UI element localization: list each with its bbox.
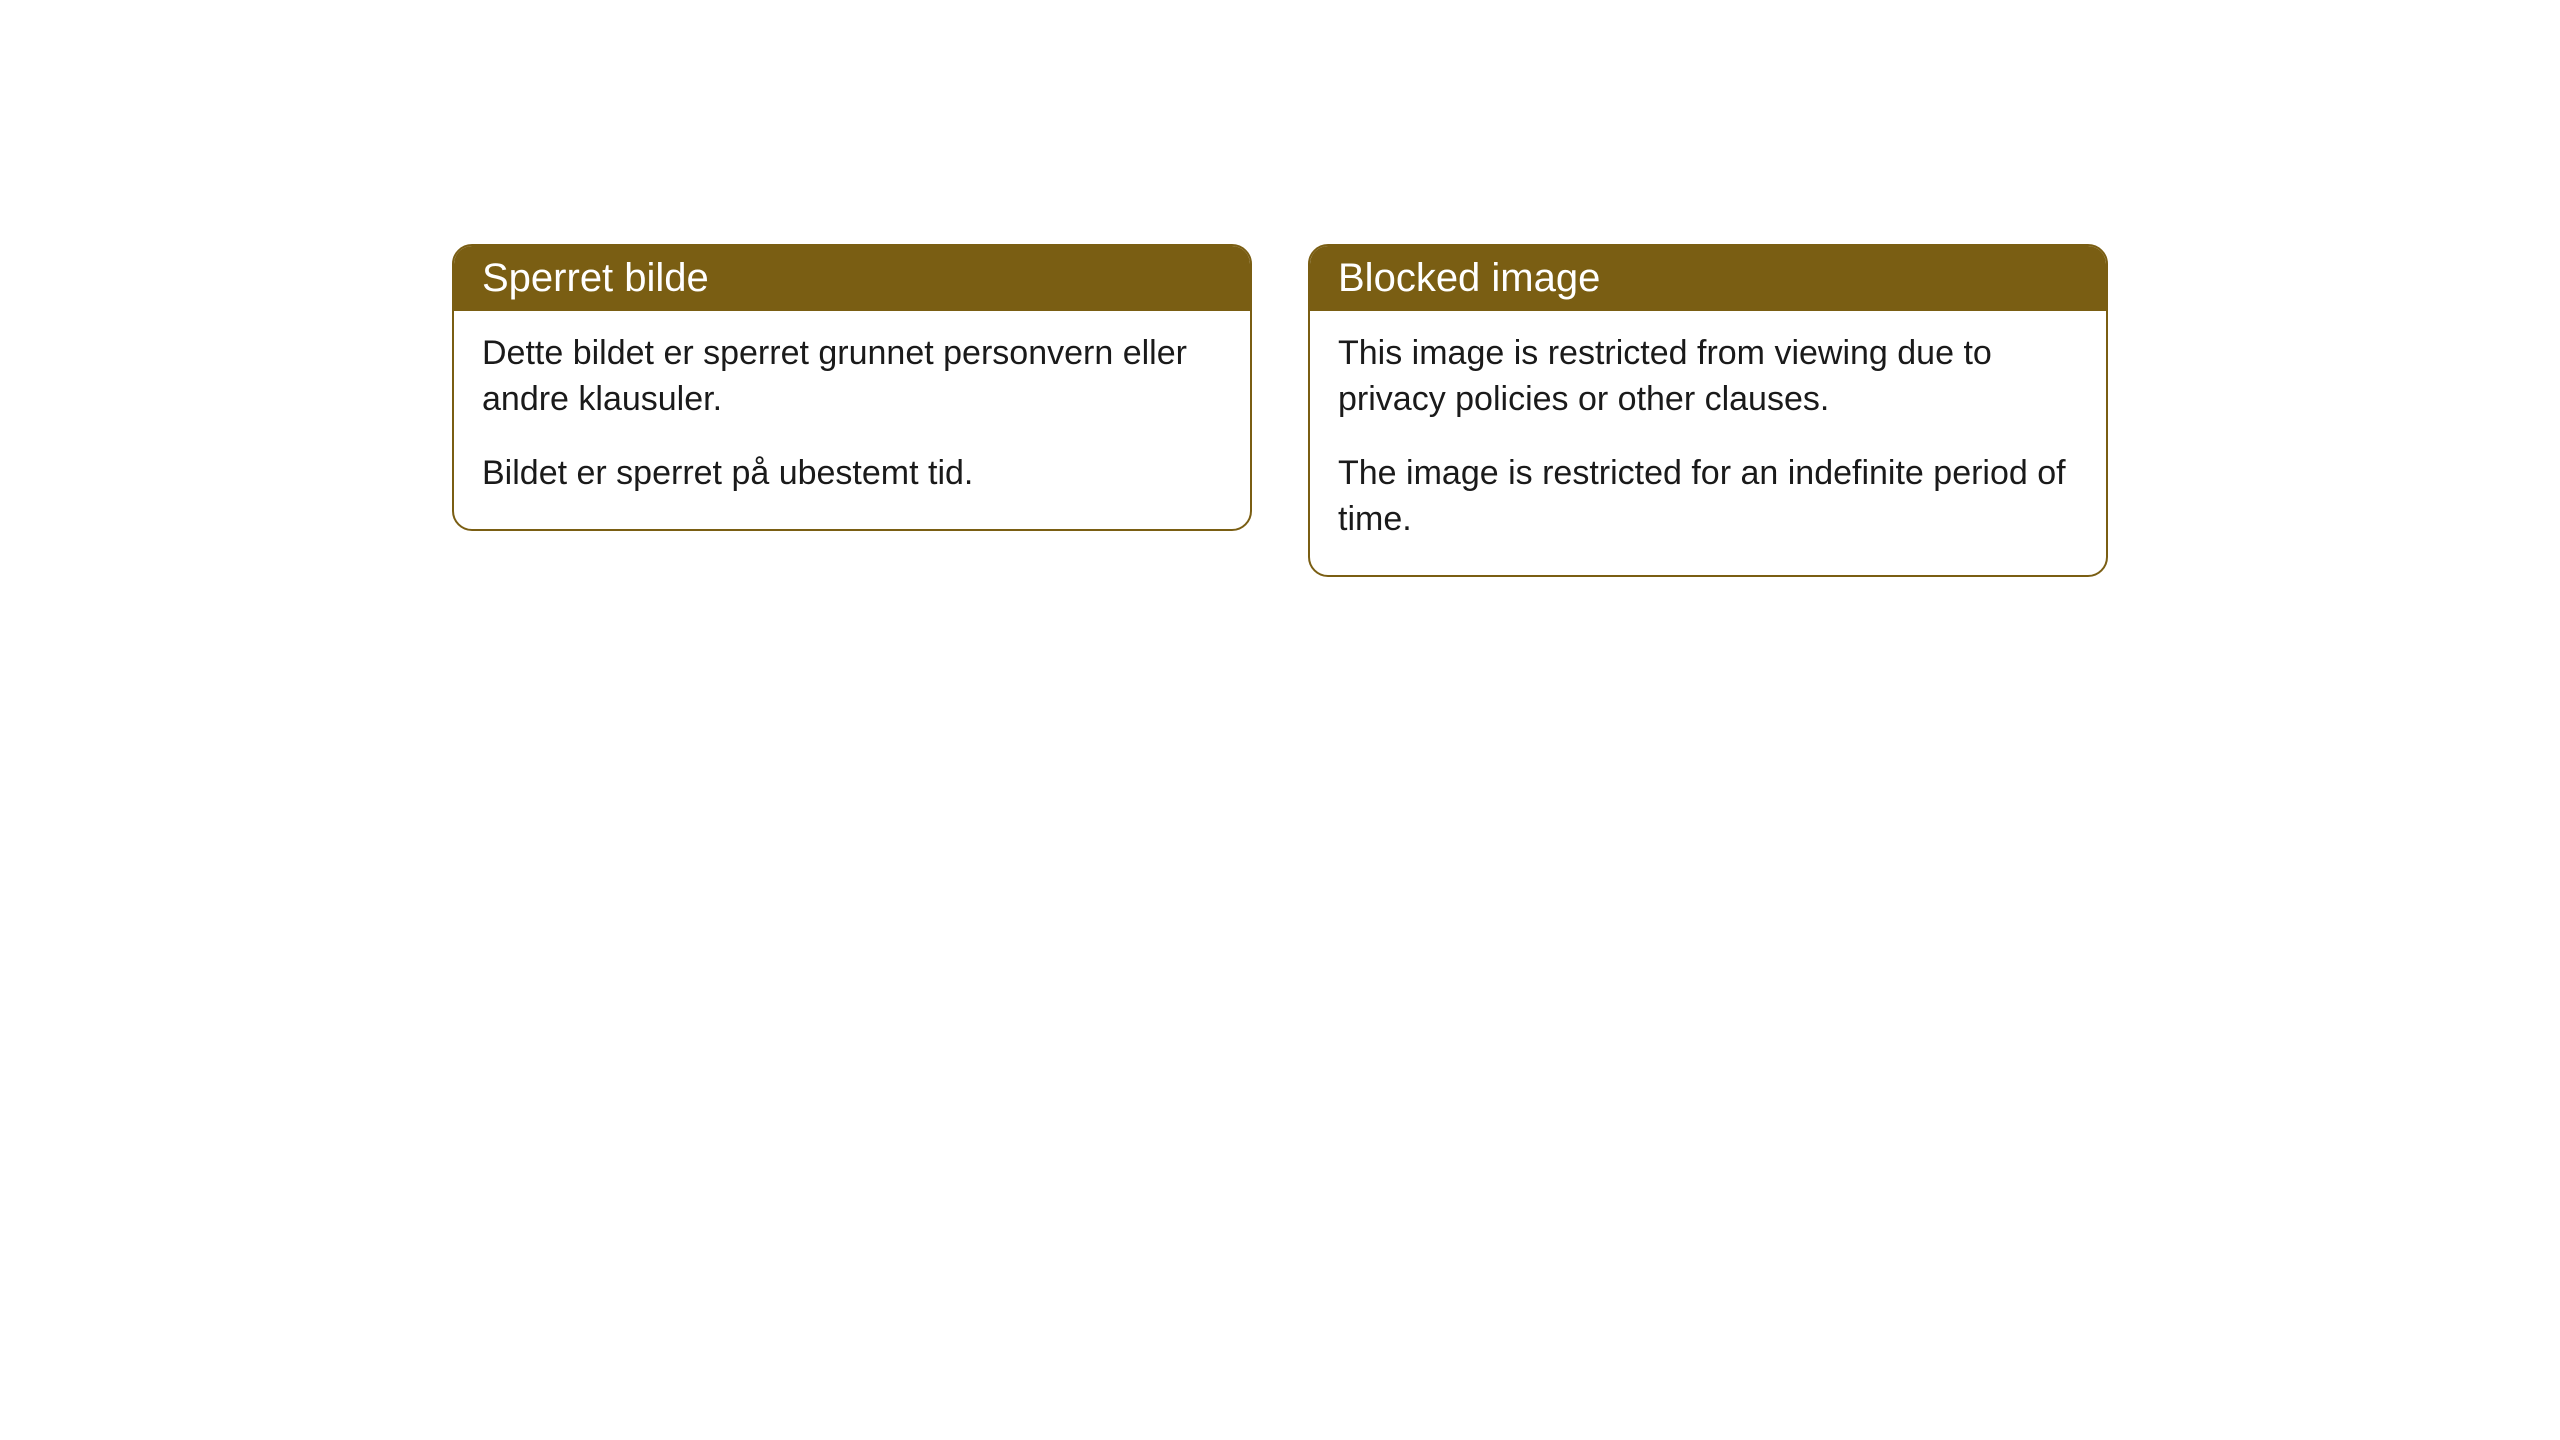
card-paragraph: Dette bildet er sperret grunnet personve…: [482, 331, 1222, 423]
card-header: Blocked image: [1310, 246, 2106, 311]
blocked-image-card-no: Sperret bilde Dette bildet er sperret gr…: [452, 244, 1252, 531]
notice-cards-container: Sperret bilde Dette bildet er sperret gr…: [452, 244, 2108, 1440]
card-paragraph: Bildet er sperret på ubestemt tid.: [482, 451, 1222, 497]
card-title: Sperret bilde: [482, 256, 709, 300]
card-paragraph: This image is restricted from viewing du…: [1338, 331, 2078, 423]
card-title: Blocked image: [1338, 256, 1600, 300]
blocked-image-card-en: Blocked image This image is restricted f…: [1308, 244, 2108, 577]
card-header: Sperret bilde: [454, 246, 1250, 311]
card-paragraph: The image is restricted for an indefinit…: [1338, 451, 2078, 543]
card-body: This image is restricted from viewing du…: [1310, 311, 2106, 575]
card-body: Dette bildet er sperret grunnet personve…: [454, 311, 1250, 529]
